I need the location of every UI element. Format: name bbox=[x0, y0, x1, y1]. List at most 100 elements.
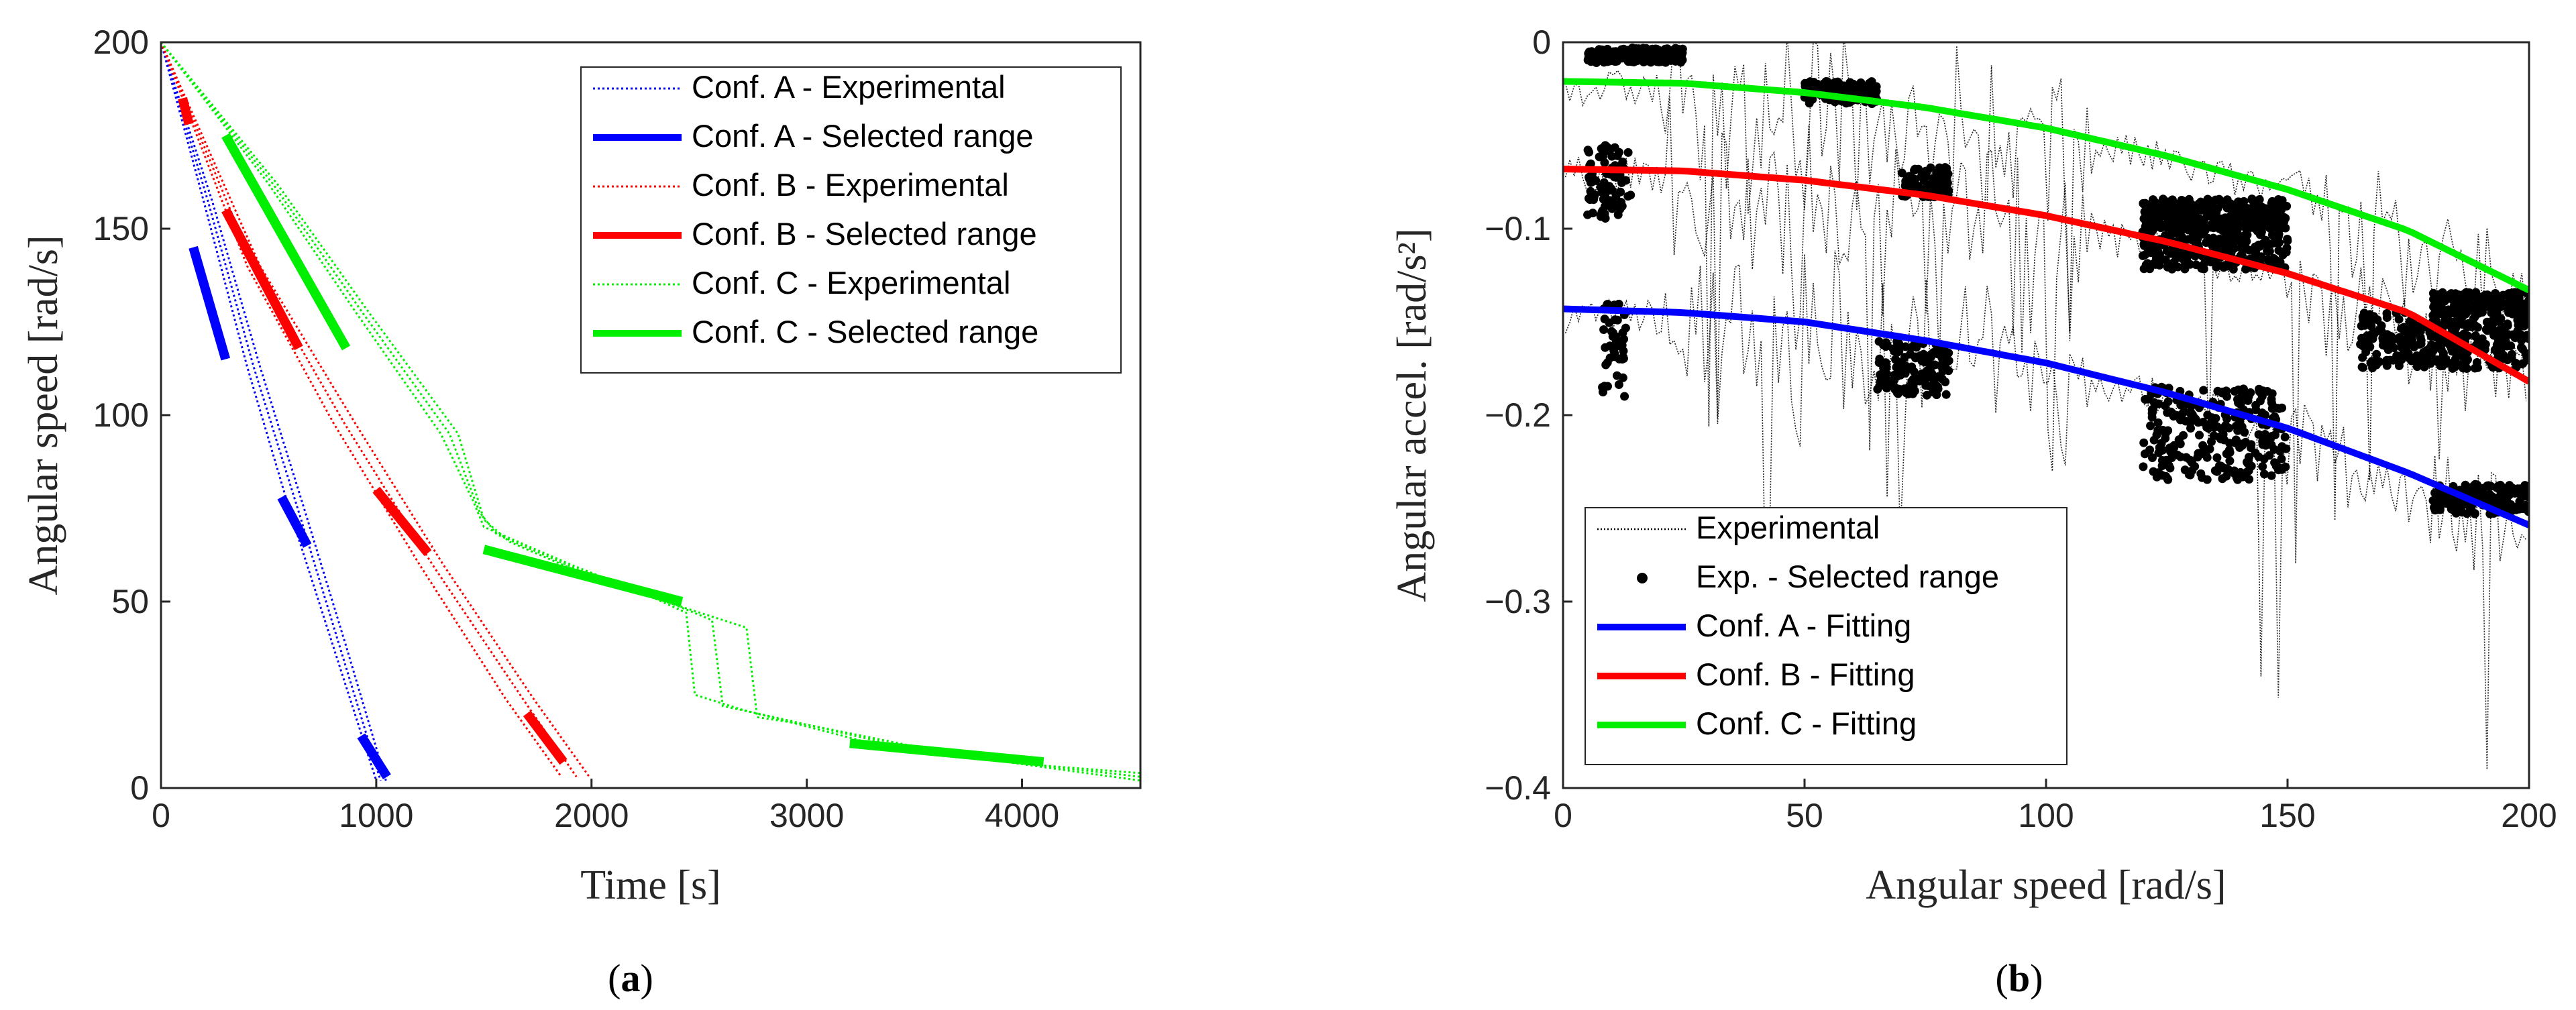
selected-point bbox=[2171, 224, 2181, 233]
selected-point bbox=[1928, 380, 1937, 390]
selected-point bbox=[1609, 346, 1619, 355]
selected-point bbox=[1916, 351, 1925, 360]
selected-point bbox=[2434, 502, 2444, 511]
selected-point bbox=[1932, 390, 1941, 400]
selected-point bbox=[2486, 325, 2496, 335]
selected-point bbox=[2218, 430, 2228, 439]
x-tick-label: 200 bbox=[2501, 797, 2557, 834]
selected-point bbox=[2178, 409, 2187, 418]
selected-point bbox=[2382, 313, 2392, 322]
selected-point bbox=[1941, 390, 1951, 399]
selected-point bbox=[1588, 209, 1597, 218]
selected-point bbox=[2234, 423, 2243, 431]
axis-ticks-a: 0 1000 2000 3000 4000 0 50 100 150 200 bbox=[93, 23, 1060, 834]
selected-point bbox=[2281, 223, 2290, 233]
selected-point bbox=[2210, 466, 2220, 475]
selected-point bbox=[2230, 466, 2239, 475]
selected-point bbox=[1603, 300, 1613, 309]
selected-range-3 bbox=[178, 97, 194, 125]
selected-point bbox=[1941, 163, 1949, 172]
selected-point bbox=[1599, 325, 1609, 334]
selected-point bbox=[1920, 357, 1929, 367]
selected-point bbox=[2196, 225, 2206, 235]
selected-point bbox=[1941, 363, 1951, 373]
selected-point bbox=[2462, 364, 2471, 373]
selected-point bbox=[2277, 442, 2287, 451]
selected-point bbox=[1619, 346, 1628, 355]
selected-point bbox=[2224, 423, 2234, 433]
selected-point bbox=[2282, 243, 2292, 253]
y-tick-label: 200 bbox=[93, 23, 149, 61]
selected-point bbox=[2180, 264, 2190, 274]
selected-point bbox=[1585, 174, 1594, 184]
x-tick-label: 100 bbox=[2018, 797, 2074, 834]
selected-point bbox=[2447, 289, 2456, 298]
selected-point bbox=[1862, 82, 1872, 91]
legend-swatch bbox=[1637, 573, 1648, 583]
selected-point bbox=[2235, 197, 2244, 207]
selected-point bbox=[1897, 357, 1907, 367]
selected-point bbox=[1909, 367, 1919, 376]
selected-point bbox=[2147, 248, 2156, 258]
selected-point bbox=[2504, 289, 2514, 298]
selected-point bbox=[2187, 458, 2196, 467]
selected-point bbox=[2432, 317, 2441, 326]
legend-label: Conf. C - Fitting bbox=[1696, 706, 1917, 741]
selected-point bbox=[2451, 321, 2461, 330]
selected-point bbox=[2268, 401, 2277, 410]
selected-point bbox=[2153, 418, 2163, 427]
selected-point bbox=[1616, 198, 1625, 207]
selected-point bbox=[2161, 455, 2171, 465]
selected-point bbox=[2157, 471, 2167, 480]
legend-label: Conf. A - Experimental bbox=[692, 69, 1006, 105]
selected-point bbox=[2273, 233, 2282, 242]
selected-point bbox=[1671, 44, 1680, 53]
selected-point bbox=[2441, 354, 2451, 363]
selected-point bbox=[2244, 392, 2253, 401]
selected-point bbox=[2524, 492, 2529, 502]
selected-point bbox=[1590, 190, 1599, 199]
selected-point bbox=[2242, 219, 2251, 228]
selected-point bbox=[2195, 431, 2204, 440]
selected-point bbox=[2149, 467, 2158, 476]
selected-point bbox=[2463, 355, 2472, 364]
selected-point bbox=[2263, 255, 2272, 264]
selected-point bbox=[2167, 264, 2177, 274]
selected-point bbox=[2412, 351, 2422, 360]
selected-point bbox=[2198, 441, 2208, 450]
selected-point bbox=[1627, 44, 1637, 52]
selected-point bbox=[1613, 151, 1622, 160]
selected-point bbox=[2464, 293, 2473, 302]
selected-point bbox=[2222, 386, 2231, 396]
caption-a: (a) bbox=[608, 956, 653, 1000]
selected-point bbox=[2502, 330, 2511, 339]
selected-point bbox=[2449, 357, 2458, 367]
selected-point bbox=[2258, 437, 2267, 446]
selected-point bbox=[2258, 462, 2267, 471]
selected-point bbox=[1906, 349, 1915, 359]
selected-point bbox=[1919, 176, 1929, 185]
selected-point bbox=[1909, 374, 1918, 384]
selected-point bbox=[2228, 201, 2237, 210]
selected-point bbox=[2473, 480, 2482, 490]
x-tick-label: 3000 bbox=[769, 797, 844, 834]
selected-point bbox=[2191, 238, 2200, 247]
selected-point bbox=[2357, 362, 2367, 372]
selected-point bbox=[2515, 288, 2524, 297]
selected-point bbox=[2404, 349, 2413, 358]
x-tick-label: 150 bbox=[2259, 797, 2315, 834]
selected-point bbox=[2163, 197, 2173, 207]
selected-point bbox=[2143, 211, 2153, 221]
selected-point bbox=[2202, 453, 2212, 462]
selected-point bbox=[1592, 58, 1601, 67]
selected-point bbox=[2216, 461, 2226, 471]
selected-point bbox=[2385, 355, 2395, 365]
selected-point bbox=[2247, 194, 2257, 204]
selected-point bbox=[1856, 87, 1866, 95]
selected-point bbox=[2395, 334, 2404, 343]
selected-point bbox=[2452, 310, 2461, 319]
selected-point bbox=[2207, 418, 2216, 427]
selected-range-3 bbox=[221, 207, 303, 351]
selected-point bbox=[2498, 485, 2508, 494]
selected-point bbox=[2524, 334, 2529, 343]
